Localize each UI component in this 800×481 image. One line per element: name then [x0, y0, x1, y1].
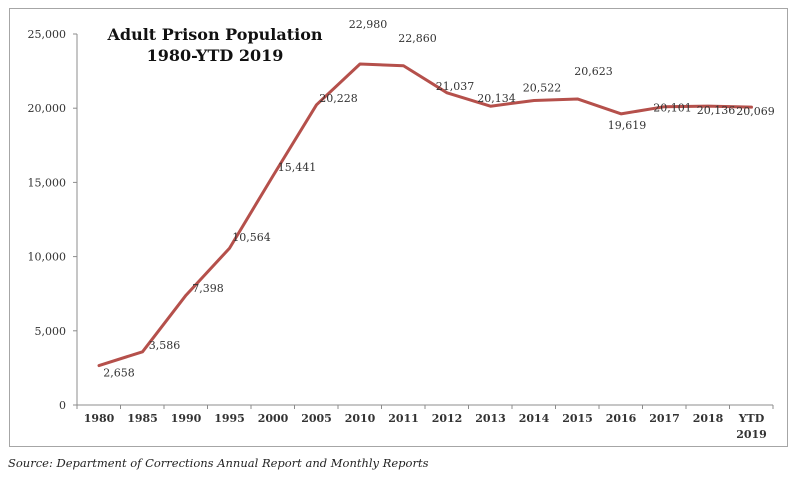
series	[97, 62, 753, 368]
x-tick-label: 1985	[127, 412, 158, 425]
data-label: 2,658	[103, 367, 135, 380]
y-axis: 0 5,000 10,000 15,000 20,000 25,000	[28, 28, 78, 412]
data-label: 20,069	[736, 105, 775, 118]
y-tick-label: 25,000	[28, 28, 67, 41]
data-label: 3,586	[149, 339, 181, 352]
series-line	[97, 62, 753, 368]
x-tick-label: 2018	[693, 412, 724, 425]
x-tick-label: 2017	[649, 412, 680, 425]
chart-subtitle: 1980-YTD 2019	[146, 46, 284, 65]
x-tick-label: 2011	[388, 412, 419, 425]
x-tick-label: 2016	[606, 412, 637, 425]
data-label: 15,441	[278, 161, 317, 174]
chart-frame	[9, 8, 788, 447]
data-label: 20,134	[477, 92, 516, 105]
data-label: 20,136	[697, 104, 736, 117]
x-axis: 1980 1985 1990 1995 2000 2005 2010 2011 2012 2013…	[76, 404, 774, 441]
y-tick-label: 5,000	[35, 325, 67, 338]
chart-title: Adult Prison Population 1980-YTD 2019	[90, 24, 340, 66]
x-tick-label: 1995	[214, 412, 245, 425]
x-tick-label: 2005	[301, 412, 332, 425]
data-label: 20,623	[574, 65, 613, 78]
data-label: 19,619	[608, 119, 647, 132]
data-label: 10,564	[232, 231, 271, 244]
x-tick-label: 2010	[345, 412, 376, 425]
y-tick-label: 15,000	[28, 176, 67, 189]
data-label: 20,522	[523, 81, 562, 94]
y-tick-label: 20,000	[28, 102, 67, 115]
x-tick-label: 2012	[432, 412, 463, 425]
x-tick-label: 2015	[562, 412, 593, 425]
y-tick-label: 0	[59, 399, 66, 412]
x-tick-label: 2013	[475, 412, 506, 425]
y-tick-label: 10,000	[28, 251, 67, 264]
x-tick-label: 1980	[84, 412, 115, 425]
data-label: 7,398	[192, 282, 224, 295]
data-labels: 2,658 3,586 7,398 10,564 15,441 20,228 22,980 2…	[103, 18, 775, 380]
data-label: 20,101	[653, 102, 692, 115]
data-label: 22,980	[349, 18, 388, 31]
x-tick-label: YTD 2019	[736, 412, 767, 441]
x-tick-label: 1990	[171, 412, 202, 425]
data-label: 21,037	[436, 80, 475, 93]
data-label: 22,860	[398, 32, 437, 45]
x-tick-label: 2014	[519, 412, 550, 425]
x-tick-label: 2000	[258, 412, 289, 425]
data-label: 20,228	[319, 92, 358, 105]
source-note: Source: Department of Corrections Annual…	[8, 456, 429, 470]
chart-title-main: Adult Prison Population	[107, 25, 323, 44]
